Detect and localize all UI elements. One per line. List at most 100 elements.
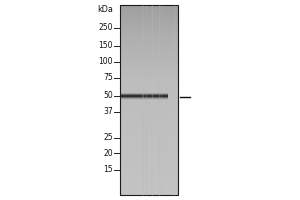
Bar (120, 87, 178, 88)
Bar (120, 171, 178, 172)
Bar (120, 42, 178, 44)
Bar (120, 78, 178, 80)
Bar (120, 95, 178, 96)
Bar (120, 194, 178, 196)
Bar (120, 164, 178, 165)
Text: 100: 100 (98, 58, 113, 66)
Bar (120, 179, 178, 180)
Bar (120, 149, 178, 150)
Bar (121, 97, 168, 98)
Text: 75: 75 (103, 73, 113, 82)
Bar (120, 144, 178, 145)
Bar (120, 177, 178, 178)
Bar (121, 96, 168, 97)
Bar (121, 97, 168, 98)
Bar (120, 97, 178, 99)
Bar (120, 172, 178, 173)
Bar (120, 61, 178, 62)
Bar (120, 52, 178, 54)
Bar (120, 106, 178, 107)
Bar (120, 72, 178, 73)
Bar (120, 66, 178, 68)
Bar (120, 142, 178, 143)
Bar (120, 101, 178, 102)
Bar (120, 42, 178, 43)
Bar (120, 56, 178, 57)
Bar (120, 160, 178, 161)
Bar (120, 153, 178, 154)
Bar (120, 16, 178, 17)
Bar (120, 55, 178, 56)
Bar (120, 94, 178, 95)
Bar (120, 108, 178, 109)
Bar (120, 19, 178, 20)
Bar (121, 96, 168, 97)
Bar (120, 180, 178, 182)
Bar (120, 115, 178, 116)
Bar (120, 54, 178, 56)
Bar (120, 40, 178, 42)
Bar (120, 68, 178, 69)
Bar (120, 56, 178, 57)
Bar (120, 62, 178, 63)
Bar (120, 161, 178, 162)
Bar (120, 181, 178, 182)
Bar (120, 97, 178, 98)
Bar (120, 156, 178, 157)
Bar (120, 186, 178, 187)
Bar (120, 139, 178, 140)
Bar (121, 99, 168, 100)
Bar (120, 47, 178, 49)
Bar (121, 97, 168, 98)
Bar (120, 37, 178, 38)
Bar (120, 175, 178, 176)
Bar (120, 31, 178, 32)
Bar (120, 12, 178, 13)
Bar (120, 24, 178, 25)
Bar (120, 189, 178, 190)
Bar (120, 144, 178, 145)
Bar (121, 93, 168, 94)
Bar (120, 46, 178, 47)
Bar (120, 58, 178, 59)
Bar (120, 65, 178, 66)
Bar (120, 50, 178, 51)
Bar (120, 136, 178, 137)
Bar (120, 145, 178, 146)
Bar (120, 176, 178, 177)
Bar (120, 47, 178, 48)
Bar (120, 133, 178, 134)
Bar (121, 97, 168, 98)
Bar (120, 36, 178, 37)
Bar (120, 15, 178, 16)
Bar (120, 110, 178, 111)
Bar (120, 182, 178, 183)
Bar (120, 130, 178, 132)
Bar (120, 111, 178, 113)
Bar (120, 190, 178, 191)
Bar (121, 98, 168, 99)
Bar (120, 153, 178, 154)
Bar (120, 115, 178, 116)
Bar (120, 182, 178, 183)
Bar (120, 63, 178, 64)
Bar (120, 38, 178, 39)
Bar (120, 21, 178, 22)
Bar (120, 28, 178, 29)
Bar (120, 10, 178, 11)
Bar (120, 13, 178, 14)
Bar (120, 77, 178, 78)
Bar (120, 91, 178, 92)
Bar (120, 114, 178, 115)
Bar (120, 166, 178, 168)
Bar (121, 98, 168, 99)
Bar (121, 99, 168, 100)
Bar (120, 177, 178, 178)
Bar (120, 9, 178, 11)
Bar (120, 6, 178, 7)
Bar (120, 90, 178, 92)
Bar (120, 187, 178, 189)
Bar (120, 57, 178, 58)
Bar (120, 125, 178, 126)
Bar (120, 80, 178, 81)
